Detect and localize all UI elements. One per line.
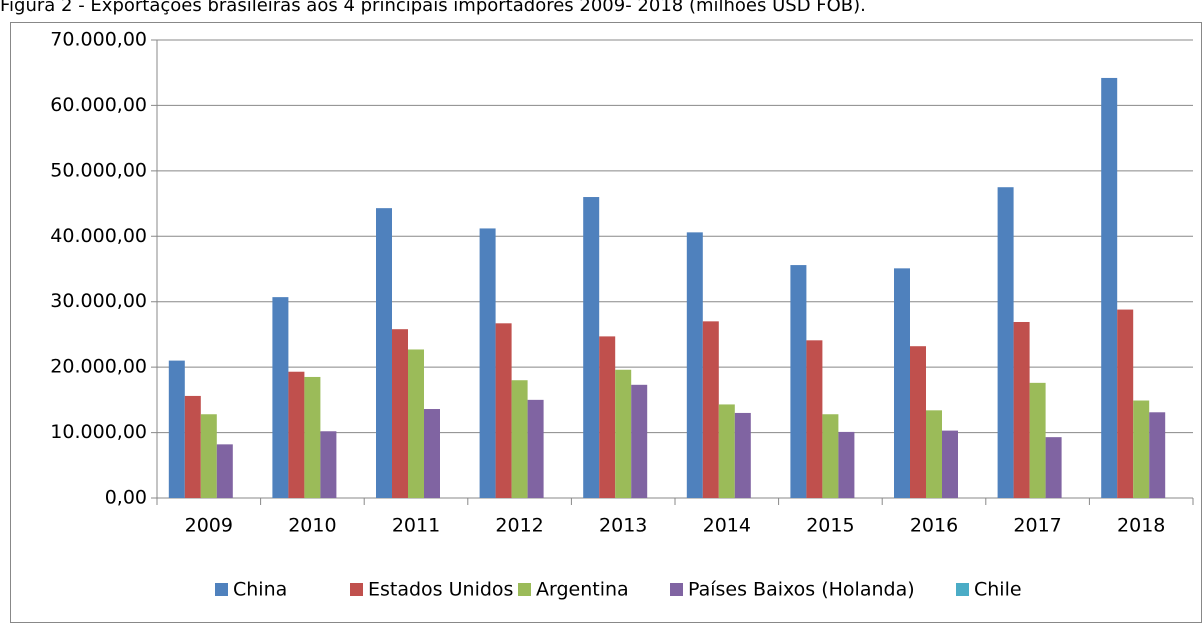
bar bbox=[615, 369, 632, 498]
y-tick-label: 0,00 bbox=[105, 487, 147, 509]
bar bbox=[806, 340, 823, 498]
bar bbox=[1101, 77, 1118, 498]
y-tick-label: 20.000,00 bbox=[50, 356, 147, 378]
legend-label: Países Baixos (Holanda) bbox=[688, 579, 915, 601]
bar bbox=[838, 431, 855, 498]
bar bbox=[376, 208, 392, 498]
chart-title: Figura 2 - Exportações brasileiras aos 4… bbox=[0, 0, 866, 16]
bar bbox=[631, 384, 648, 498]
bar bbox=[718, 404, 735, 498]
bar bbox=[1149, 412, 1166, 498]
y-tick-label: 60.000,00 bbox=[50, 94, 147, 116]
bar bbox=[1045, 437, 1062, 498]
x-tick-label: 2013 bbox=[599, 515, 647, 537]
legend-label: Estados Unidos bbox=[368, 579, 513, 601]
y-tick-label: 10.000,00 bbox=[50, 421, 147, 443]
bar bbox=[790, 265, 807, 498]
x-tick-label: 2009 bbox=[185, 515, 233, 537]
legend-swatch bbox=[670, 583, 683, 596]
bar bbox=[1013, 321, 1030, 498]
bar bbox=[320, 431, 337, 498]
bar bbox=[272, 297, 289, 498]
bar bbox=[479, 228, 496, 499]
legend-swatch bbox=[518, 583, 531, 596]
bar bbox=[997, 187, 1014, 498]
legend-label: Argentina bbox=[536, 579, 629, 601]
y-tick-label: 30.000,00 bbox=[50, 290, 147, 312]
bar bbox=[599, 336, 616, 498]
legend-swatch bbox=[350, 583, 363, 596]
bar bbox=[926, 410, 942, 498]
x-tick-label: 2017 bbox=[1013, 515, 1061, 537]
legend-swatch bbox=[956, 583, 969, 596]
bar bbox=[1117, 309, 1134, 498]
bar bbox=[1029, 382, 1046, 498]
y-tick-label: 40.000,00 bbox=[50, 225, 147, 247]
y-tick-label: 50.000,00 bbox=[50, 159, 147, 181]
bar bbox=[200, 414, 217, 498]
bar bbox=[942, 430, 958, 498]
x-tick-label: 2018 bbox=[1117, 515, 1165, 537]
bar bbox=[288, 371, 305, 498]
bar bbox=[511, 380, 528, 498]
bar bbox=[1133, 400, 1150, 498]
bar bbox=[408, 349, 424, 498]
x-tick-label: 2016 bbox=[910, 515, 958, 537]
bar bbox=[216, 444, 233, 498]
x-tick-label: 2014 bbox=[703, 515, 751, 537]
bar bbox=[392, 329, 408, 498]
bar bbox=[686, 232, 703, 499]
x-tick-label: 2015 bbox=[806, 515, 854, 537]
bar bbox=[822, 414, 839, 498]
bar bbox=[734, 412, 751, 498]
bar bbox=[583, 197, 600, 498]
bar bbox=[910, 346, 926, 498]
bar bbox=[424, 409, 440, 498]
legend-swatch bbox=[215, 583, 228, 596]
bar bbox=[168, 360, 185, 498]
x-tick-label: 2011 bbox=[392, 515, 440, 537]
bar bbox=[702, 321, 719, 498]
legend-label: China bbox=[233, 579, 287, 601]
y-tick-label: 70.000,00 bbox=[50, 29, 147, 51]
x-tick-label: 2010 bbox=[288, 515, 336, 537]
bar bbox=[304, 376, 321, 498]
bar bbox=[495, 323, 512, 498]
bar bbox=[184, 395, 201, 498]
bar bbox=[894, 268, 910, 498]
x-tick-label: 2012 bbox=[495, 515, 543, 537]
bar bbox=[527, 399, 544, 498]
legend-label: Chile bbox=[974, 579, 1022, 601]
